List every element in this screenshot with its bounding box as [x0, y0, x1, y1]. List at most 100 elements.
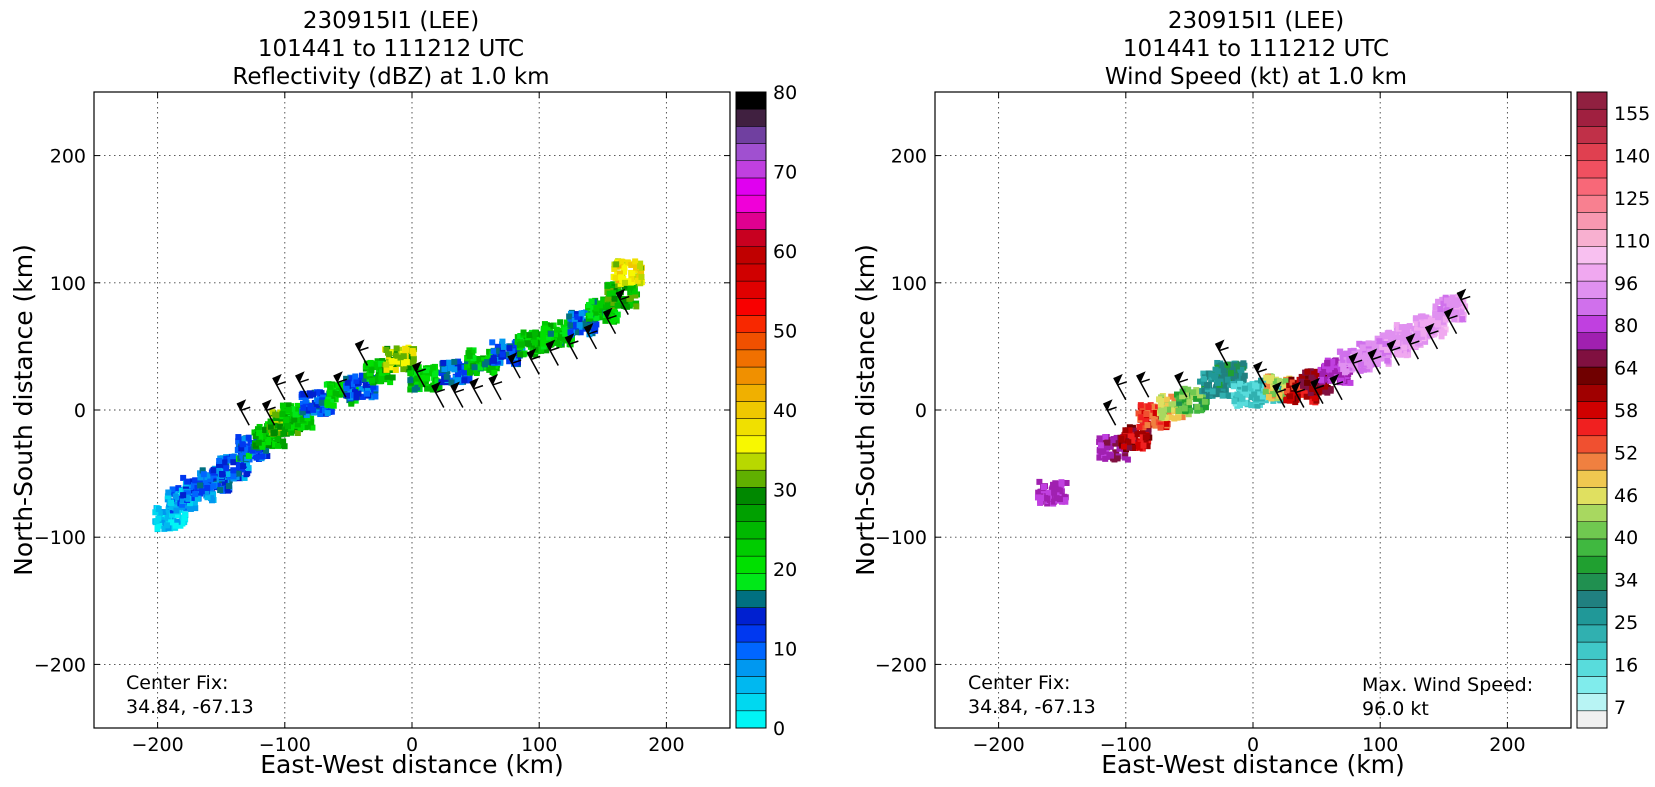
field-cell — [1051, 489, 1058, 496]
field-cell — [241, 449, 248, 456]
field-cell — [1205, 392, 1212, 399]
field-cell — [332, 396, 339, 403]
field-cell — [1374, 360, 1381, 367]
field-cell — [1102, 455, 1109, 462]
field-cell — [295, 407, 302, 414]
colorbar-swatch — [1576, 194, 1608, 213]
field-cell — [1262, 388, 1269, 395]
field-cell — [1438, 328, 1445, 335]
field-cell — [155, 505, 162, 512]
field-cell — [381, 375, 388, 382]
panel-title-line-2: 101441 to 111212 UTC — [1123, 36, 1389, 62]
field-cell — [1102, 434, 1109, 441]
wind-barb — [1310, 377, 1325, 404]
wind-barb — [236, 399, 251, 426]
field-cell — [1221, 373, 1228, 380]
field-cell — [1289, 379, 1296, 386]
field-cell — [1316, 388, 1323, 395]
field-cell — [347, 386, 354, 393]
field-cell — [1292, 399, 1299, 406]
max-wind-label: Max. Wind Speed: — [1362, 674, 1533, 696]
field-cell — [261, 427, 268, 434]
field-cell — [387, 364, 394, 371]
colorbar-swatch — [735, 298, 767, 316]
field-cell — [536, 340, 543, 347]
field-cell — [326, 389, 333, 396]
field-cell — [464, 359, 471, 366]
colorbar-swatch — [1576, 573, 1608, 591]
panel-title-line-3: Reflectivity (dBZ) at 1.0 km — [232, 64, 549, 90]
field-cell — [1418, 326, 1425, 333]
field-cell — [624, 259, 631, 266]
field-cell — [192, 505, 199, 512]
field-cell — [1116, 445, 1123, 452]
wind-barb — [295, 371, 309, 398]
field-cell — [279, 402, 286, 409]
field-cell — [1122, 450, 1129, 457]
field-cell — [183, 494, 190, 501]
field-cell — [259, 443, 266, 450]
colorbar-swatch — [1576, 607, 1608, 626]
field-cell — [1377, 355, 1384, 362]
wind-barb — [507, 352, 522, 379]
field-cell — [1361, 366, 1368, 373]
field-cell — [245, 434, 252, 441]
field-cell — [1209, 388, 1216, 395]
field-cell — [1055, 480, 1062, 487]
field-cell — [592, 309, 599, 316]
field-cell — [1037, 488, 1044, 495]
field-cell — [1201, 387, 1208, 394]
field-cell — [546, 334, 553, 341]
field-cell — [1263, 374, 1270, 381]
field-cell — [348, 399, 355, 406]
field-cell — [245, 465, 252, 472]
field-cell — [1165, 406, 1172, 413]
field-cell — [606, 290, 613, 297]
field-cell — [1096, 446, 1103, 453]
field-cell — [230, 459, 237, 466]
colorbar-swatch — [735, 177, 767, 196]
field-cell — [1050, 495, 1057, 502]
x-axis-label: East-West distance (km) — [1101, 750, 1405, 779]
wind-barb — [545, 339, 560, 366]
field-cell — [376, 364, 383, 371]
field-cell — [245, 452, 252, 459]
field-cell — [219, 471, 226, 478]
field-cell — [383, 347, 390, 354]
field-cell — [524, 340, 531, 347]
field-cell — [1438, 333, 1445, 340]
field-cell — [634, 277, 641, 284]
field-cell — [1230, 392, 1237, 399]
field-cell — [1414, 330, 1421, 337]
field-cell — [255, 439, 262, 446]
field-cell — [1062, 497, 1069, 504]
field-cell — [518, 341, 525, 348]
field-cell — [174, 518, 181, 525]
x-tick-label: 200 — [648, 734, 684, 756]
wind-barb — [333, 371, 348, 398]
field-cell — [1212, 374, 1219, 381]
field-cell — [540, 340, 547, 347]
field-cell — [1185, 411, 1192, 418]
colorbar-swatch — [735, 693, 767, 712]
field-cell — [500, 343, 507, 350]
colorbar-swatch — [1576, 555, 1608, 574]
field-cell — [1412, 315, 1419, 322]
field-cell — [1134, 431, 1141, 438]
field-cell — [1219, 392, 1226, 399]
field-cell — [1052, 480, 1059, 487]
x-tick-label: 200 — [1489, 734, 1525, 756]
field-cell — [491, 369, 498, 376]
field-cell — [369, 377, 376, 384]
colorbar-swatch — [735, 315, 767, 333]
field-cell — [184, 478, 191, 485]
field-cell — [182, 502, 189, 509]
field-cell — [173, 511, 180, 518]
field-cell — [1136, 444, 1143, 451]
field-cell — [1455, 293, 1462, 300]
field-cell — [1435, 298, 1442, 305]
field-cell — [372, 389, 379, 396]
field-cell — [1336, 348, 1343, 355]
field-cell — [1036, 478, 1043, 485]
field-cell — [1103, 443, 1110, 450]
